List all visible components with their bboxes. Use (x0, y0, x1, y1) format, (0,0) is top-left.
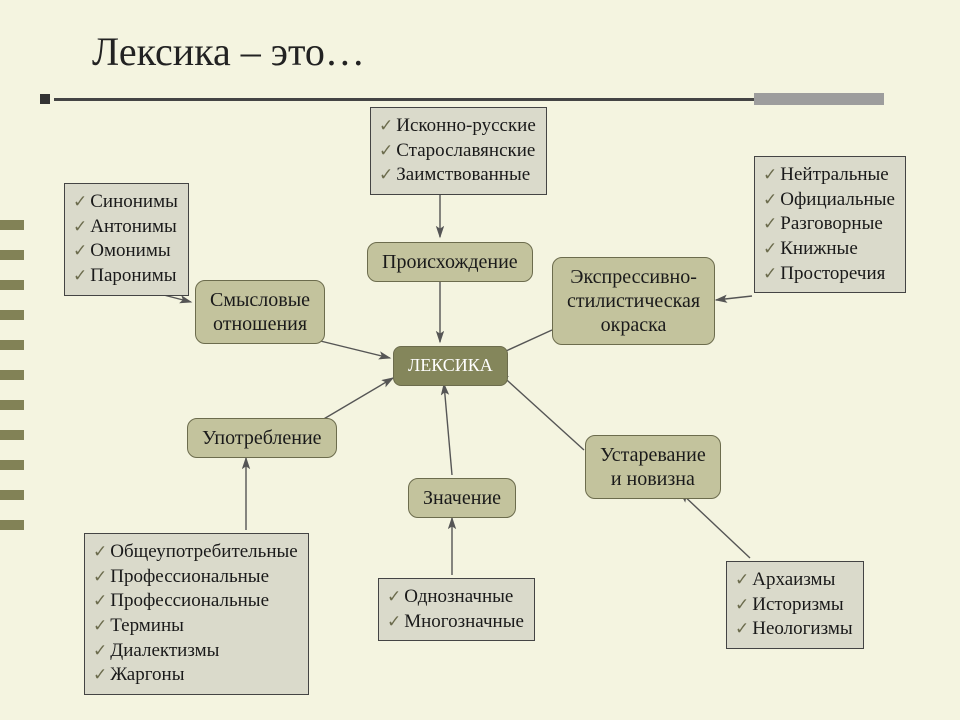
list-item: Нейтральные (763, 163, 895, 188)
list-item: Термины (93, 614, 298, 639)
category-style: Экспрессивно-стилистическаяокраска (552, 257, 715, 345)
category-meaning: Значение (408, 478, 516, 518)
list-item: Омонимы (73, 239, 178, 264)
arrow (444, 384, 452, 475)
list-item: Неологизмы (735, 617, 853, 642)
listbox-aging: АрхаизмыИсторизмыНеологизмы (726, 561, 864, 649)
arrow (716, 296, 752, 300)
list-item: Синонимы (73, 190, 178, 215)
list-item: Разговорные (763, 212, 895, 237)
page-title: Лексика – это… (92, 28, 365, 75)
list-item: Исконно-русские (379, 114, 536, 139)
list-item: Книжные (763, 237, 895, 262)
center-node: ЛЕКСИКА (393, 346, 508, 386)
arrow (498, 372, 584, 450)
arrow (322, 378, 393, 420)
category-aging: Устареваниеи новизна (585, 435, 721, 499)
title-underline-thick (754, 93, 884, 105)
list-item: Просторечия (763, 262, 895, 287)
listbox-usage: ОбщеупотребительныеПрофессиональныеПрофе… (84, 533, 309, 695)
list-item: Профессиональные (93, 589, 298, 614)
listbox-semantic: СинонимыАнтонимыОмонимыПаронимы (64, 183, 189, 296)
list-item: Профессиональные (93, 565, 298, 590)
title-underline (54, 98, 754, 101)
list-item: Антонимы (73, 215, 178, 240)
list-item: Историзмы (735, 593, 853, 618)
listbox-meaning: ОднозначныеМногозначные (378, 578, 535, 641)
listbox-style: НейтральныеОфициальныеРазговорныеКнижные… (754, 156, 906, 293)
list-item: Общеупотребительные (93, 540, 298, 565)
list-item: Однозначные (387, 585, 524, 610)
list-item: Архаизмы (735, 568, 853, 593)
arrow (680, 492, 750, 558)
list-item: Паронимы (73, 264, 178, 289)
list-item: Официальные (763, 188, 895, 213)
title-bullet (40, 94, 50, 104)
list-item: Диалектизмы (93, 639, 298, 664)
list-item: Жаргоны (93, 663, 298, 688)
side-stripes (0, 220, 24, 550)
list-item: Заимствованные (379, 163, 536, 188)
list-item: Старославянские (379, 139, 536, 164)
category-usage: Употребление (187, 418, 337, 458)
listbox-origin: Исконно-русскиеСтарославянскиеЗаимствова… (370, 107, 547, 195)
list-item: Многозначные (387, 610, 524, 635)
category-semantic: Смысловыеотношения (195, 280, 325, 344)
category-origin: Происхождение (367, 242, 533, 282)
